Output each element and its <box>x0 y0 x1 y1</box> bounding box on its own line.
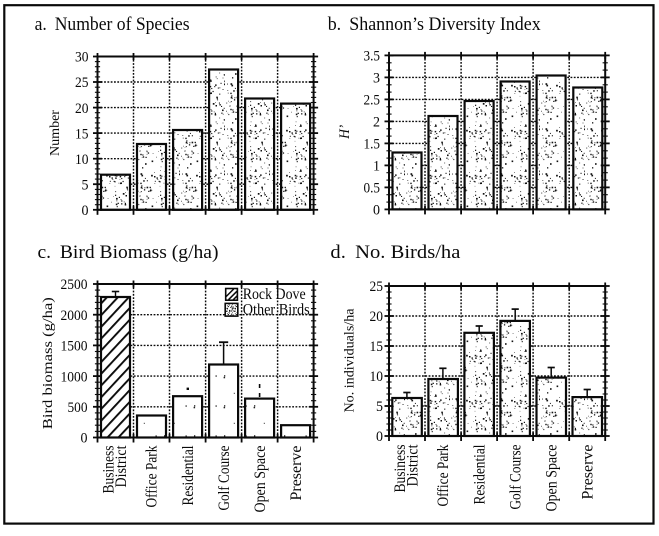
svg-text:25: 25 <box>75 75 89 91</box>
svg-text:Rock Dove: Rock Dove <box>243 286 306 303</box>
svg-text:c. Bird Biomass (g/ha): c. Bird Biomass (g/ha) <box>38 242 219 263</box>
svg-text:0: 0 <box>82 203 89 219</box>
svg-text:Residential: Residential <box>180 445 197 505</box>
svg-text:2.5: 2.5 <box>364 93 381 109</box>
svg-text:1000: 1000 <box>61 369 88 385</box>
svg-text:10: 10 <box>75 152 89 168</box>
svg-text:15: 15 <box>75 126 89 142</box>
svg-text:Business: Business <box>392 445 409 493</box>
svg-text:20: 20 <box>370 309 384 325</box>
svg-text:Golf Course: Golf Course <box>216 446 233 511</box>
svg-text:5: 5 <box>82 177 89 193</box>
svg-text:20: 20 <box>75 101 89 117</box>
svg-text:0.5: 0.5 <box>364 181 381 197</box>
svg-text:5: 5 <box>376 399 383 415</box>
svg-text:30: 30 <box>75 50 89 66</box>
svg-text:Preserve: Preserve <box>288 446 305 501</box>
svg-text:0: 0 <box>376 429 383 445</box>
svg-text:2: 2 <box>373 115 380 131</box>
svg-text:Number: Number <box>48 110 63 156</box>
svg-text:500: 500 <box>68 400 88 416</box>
svg-text:3: 3 <box>373 71 380 87</box>
svg-text:0: 0 <box>81 431 88 447</box>
svg-text:2000: 2000 <box>61 308 88 324</box>
svg-text:a. Number of Species: a. Number of Species <box>35 14 190 35</box>
svg-text:b. Shannon’s Diversity Index: b. Shannon’s Diversity Index <box>328 14 541 35</box>
svg-text:1500: 1500 <box>61 339 88 355</box>
svg-text:d. No. Birds/ha: d. No. Birds/ha <box>330 242 461 263</box>
svg-text:1.5: 1.5 <box>364 137 381 153</box>
svg-text:Preserve: Preserve <box>579 445 596 500</box>
svg-text:Office Park: Office Park <box>144 446 161 508</box>
svg-text:Residential: Residential <box>471 444 488 504</box>
svg-text:Golf Course: Golf Course <box>507 445 524 510</box>
svg-text:H’: H’ <box>337 125 353 140</box>
svg-text:1: 1 <box>373 159 380 175</box>
svg-text:2500: 2500 <box>61 277 88 293</box>
svg-text:Other Birds: Other Birds <box>243 302 310 319</box>
svg-text:25: 25 <box>370 279 384 295</box>
svg-text:Open Space: Open Space <box>543 445 560 512</box>
svg-text:0: 0 <box>373 203 380 219</box>
svg-text:Business: Business <box>101 446 118 494</box>
svg-text:10: 10 <box>370 369 384 385</box>
svg-text:District: District <box>113 445 130 487</box>
svg-text:Open Space: Open Space <box>252 446 269 513</box>
svg-text:15: 15 <box>370 339 384 355</box>
svg-text:District: District <box>405 444 422 486</box>
svg-text:No. individuals/ha: No. individuals/ha <box>343 308 358 413</box>
svg-text:3.5: 3.5 <box>364 49 381 65</box>
svg-text:Bird biomass (g/ha): Bird biomass (g/ha) <box>41 297 56 429</box>
svg-text:Office Park: Office Park <box>435 445 452 507</box>
